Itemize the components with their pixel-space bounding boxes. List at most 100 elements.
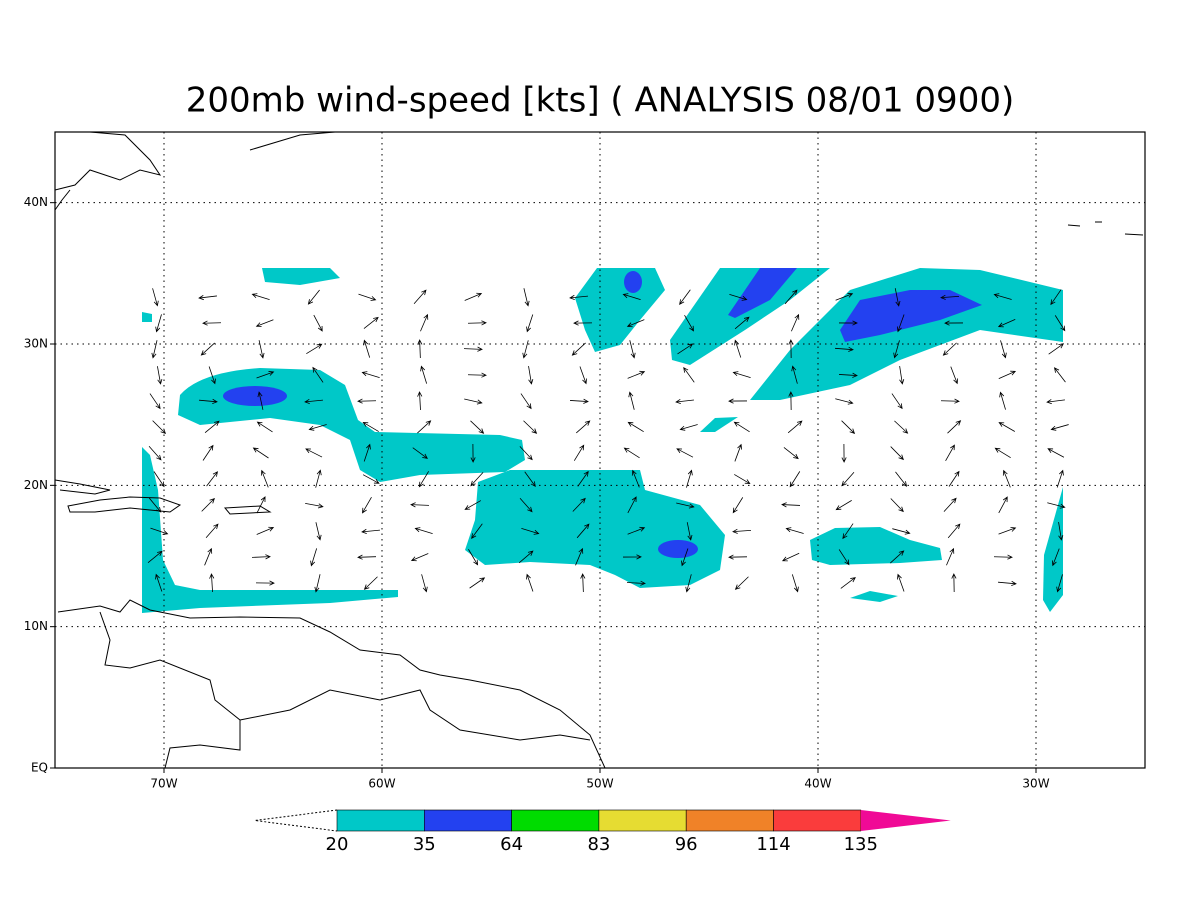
colorbar-label: 96 <box>675 834 698 855</box>
wind-arrow <box>417 391 423 411</box>
wind-arrow <box>417 339 423 359</box>
wind-arrow <box>467 372 487 378</box>
wind-arrow <box>469 577 486 589</box>
wind-arrow <box>1050 424 1069 431</box>
wind-arrow <box>151 340 158 359</box>
wind-arrow <box>1048 343 1065 355</box>
wind-arrow <box>788 339 794 359</box>
wind-arrow <box>622 293 641 300</box>
x-tick-label: 60W <box>368 777 395 791</box>
wind-arrow <box>894 288 901 307</box>
wind-arrow <box>148 497 162 513</box>
wind-arrow <box>256 371 275 379</box>
x-tick-label: 50W <box>586 777 613 791</box>
wind-arrow <box>835 500 852 511</box>
wind-arrow <box>947 523 961 539</box>
wind-arrow <box>579 366 587 385</box>
wind-arrow <box>258 340 265 359</box>
wind-arrow <box>305 448 323 458</box>
wind-arrow <box>946 547 955 566</box>
wind-arrow <box>734 576 749 590</box>
wind-arrow <box>315 469 322 488</box>
wind-arrow <box>526 573 534 592</box>
wind-arrow <box>205 523 219 539</box>
wind-arrow <box>947 420 962 434</box>
wind-arrow <box>573 444 585 461</box>
wind-arrow <box>835 398 854 405</box>
colorbar-over <box>860 810 951 831</box>
map-title: 200mb wind-speed [kts] ( ANALYSIS 08/01 … <box>186 81 1014 121</box>
colorbar-label: 114 <box>756 834 790 855</box>
colorbar-label: 83 <box>587 834 610 855</box>
wind-arrow <box>252 447 269 459</box>
wind-arrow <box>464 398 483 405</box>
wind-arrow <box>842 523 854 540</box>
wind-arrow <box>1056 469 1064 488</box>
wind-arrow <box>528 366 534 385</box>
colorbar-under <box>254 809 338 832</box>
wind-arrow <box>155 314 162 333</box>
wind-arrow <box>999 391 1006 410</box>
y-tick-label: 10N <box>24 619 48 633</box>
wind-arrow <box>998 580 1017 586</box>
wind-arrow <box>410 502 430 508</box>
wind-arrow <box>314 574 321 593</box>
wind-arrow <box>256 496 266 514</box>
wind-arrow <box>1053 367 1066 383</box>
wind-arrow <box>569 294 588 300</box>
wind-arrow <box>464 292 483 301</box>
wind-arrow <box>945 444 955 462</box>
wind-arrow <box>251 554 271 560</box>
wind-arrow <box>521 528 540 535</box>
y-tick-label: 30N <box>24 337 48 351</box>
x-tick-label: 70W <box>150 777 177 791</box>
wind-arrow <box>147 550 163 564</box>
wind-arrow <box>257 391 264 410</box>
wind-arrow <box>897 573 905 592</box>
wind-arrow <box>732 497 744 514</box>
wind-arrow <box>734 316 750 330</box>
wind-arrow <box>622 554 642 560</box>
wind-arrow <box>577 470 589 487</box>
wind-arrow <box>729 294 748 301</box>
wind-arrow <box>1054 315 1066 332</box>
coastlines <box>54 131 1144 769</box>
wind-arrow <box>256 421 273 433</box>
wind-arrow <box>420 365 428 384</box>
wind-arrow <box>627 496 637 514</box>
wind-arrow <box>998 527 1017 535</box>
wind-arrow <box>363 576 378 590</box>
wind-arrow <box>307 289 320 305</box>
wind-arrow <box>576 420 591 434</box>
wind-arrow <box>573 320 593 326</box>
wind-arrow <box>791 313 800 332</box>
wind-arrow <box>202 320 222 326</box>
wind-arrow <box>840 577 856 589</box>
wind-arrow <box>1050 289 1062 306</box>
wind-arrow <box>684 314 694 332</box>
wind-arrow <box>410 553 429 562</box>
wind-arrow <box>627 370 646 379</box>
wind-arrow <box>997 319 1016 328</box>
wind-arrow <box>209 573 215 593</box>
wind-arrow <box>304 398 323 404</box>
wind-arrow <box>944 320 964 326</box>
wind-arrow <box>1002 469 1011 488</box>
wind-arrow <box>357 398 377 404</box>
wind-arrow <box>1058 522 1064 541</box>
wind-arrow <box>361 528 380 534</box>
wind-arrow <box>199 398 218 404</box>
wind-arrow <box>626 319 645 328</box>
wind-arrow <box>255 580 275 586</box>
wind-arrow <box>152 420 167 434</box>
wind-arrow <box>523 288 530 307</box>
wind-arrow <box>1000 340 1007 359</box>
wind-arrow <box>470 472 484 487</box>
wind-arrow <box>260 469 269 488</box>
wind-speed-contours <box>142 268 1063 613</box>
wind-arrow <box>940 398 960 404</box>
wind-arrow <box>899 366 905 385</box>
wind-arrow <box>204 547 213 566</box>
wind-arrow <box>627 526 646 535</box>
